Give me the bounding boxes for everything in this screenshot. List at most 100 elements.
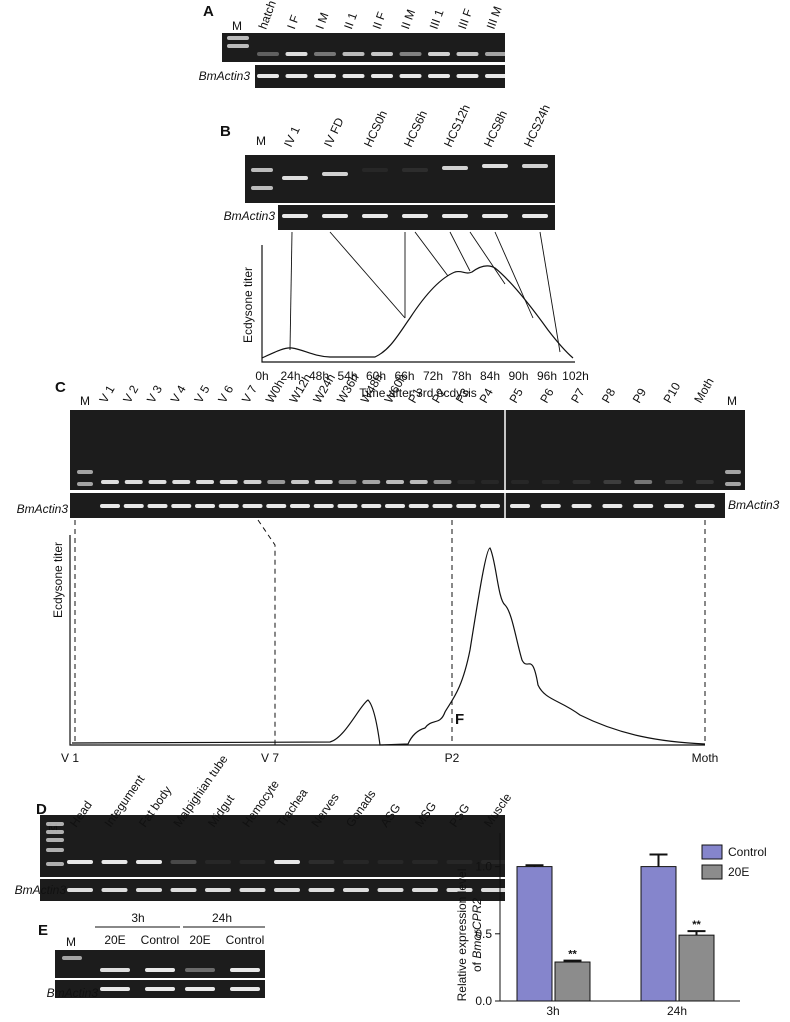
panel-label: F [455, 711, 464, 728]
band [101, 480, 119, 484]
band [230, 968, 260, 972]
group-label: 3h [131, 911, 144, 925]
band [665, 480, 683, 484]
band [285, 74, 308, 78]
lane-label: III 1 [427, 7, 447, 31]
band [227, 36, 249, 40]
legend-swatch [701, 864, 723, 880]
marker-label: M [48, 821, 58, 835]
lane-label: IV FD [321, 115, 347, 149]
legend-label: Control [728, 845, 767, 859]
marker-label: M [256, 134, 266, 148]
gene-label: BmActin3 [15, 883, 67, 897]
band [218, 504, 239, 508]
band [371, 52, 393, 56]
panel-label: B [220, 123, 231, 140]
band [456, 504, 477, 508]
error-bar [649, 853, 668, 867]
band [205, 860, 231, 864]
x-tick-label: 78h [451, 369, 471, 383]
gel [40, 879, 505, 901]
lane-label: P4 [476, 386, 496, 406]
error-bar [525, 864, 544, 867]
panel-label: D [36, 801, 47, 818]
band [274, 860, 300, 864]
band [285, 52, 308, 56]
lane-label: Moth [691, 375, 716, 405]
band [251, 168, 273, 172]
band [337, 504, 358, 508]
band [456, 52, 479, 56]
band [412, 888, 438, 892]
c-curve [71, 547, 706, 746]
lane-label: HCS0h [361, 108, 390, 149]
band [412, 860, 438, 864]
band [185, 987, 215, 991]
band [313, 504, 334, 508]
y-axis-label-part: of [470, 961, 484, 972]
lane-label: IV 1 [281, 124, 303, 150]
lane-label: Control [226, 933, 265, 947]
x-tick-label: 96h [537, 369, 557, 383]
band [145, 968, 175, 972]
lane-label: P3 [453, 386, 473, 406]
band [485, 52, 507, 56]
gel [55, 950, 265, 978]
lane-label: Control [141, 933, 180, 947]
y-axis-label: of BmorCPR2 [470, 898, 484, 972]
x-tick-label: 3h [546, 1004, 559, 1018]
band [46, 862, 64, 866]
x-tick-label: 0h [255, 369, 268, 383]
lane-label: P2 [429, 386, 449, 406]
band [399, 52, 422, 56]
band [386, 480, 404, 484]
curves [69, 231, 706, 746]
b-curve [261, 265, 574, 359]
band [402, 214, 428, 218]
band [230, 987, 260, 991]
band [136, 888, 162, 892]
band [123, 504, 144, 508]
band [377, 860, 404, 864]
band [511, 480, 529, 484]
lane-label: I M [313, 11, 332, 31]
band [100, 504, 120, 508]
band [409, 480, 428, 484]
x-tick-label: P2 [445, 751, 460, 765]
band [148, 480, 167, 484]
band [482, 214, 508, 218]
lane-label: V 7 [239, 383, 260, 406]
band [239, 860, 266, 864]
y-axis-label-part: BmorCPR2 [470, 898, 484, 959]
group-label: 24h [212, 911, 232, 925]
band [482, 164, 508, 168]
band [282, 214, 308, 218]
band [408, 504, 429, 508]
band [342, 52, 365, 56]
band [46, 822, 64, 826]
band [571, 504, 592, 508]
band [196, 480, 214, 484]
band [67, 860, 93, 864]
band [46, 848, 64, 852]
lane-label: HCS8h [481, 108, 510, 149]
band [100, 968, 130, 972]
error-bar [687, 930, 706, 936]
x-tick-label: 90h [508, 369, 528, 383]
band [282, 176, 308, 180]
band [185, 968, 215, 972]
band [428, 52, 450, 56]
band [308, 860, 335, 864]
band [446, 888, 473, 892]
marker-label: M [66, 935, 76, 949]
lane-label: 20E [104, 933, 125, 947]
band [572, 480, 591, 484]
band [46, 838, 64, 842]
band [171, 504, 192, 508]
band [725, 482, 741, 486]
band [342, 74, 365, 78]
band [62, 956, 82, 960]
lane-label: III M [484, 4, 505, 31]
lane-label: I F [284, 13, 302, 31]
